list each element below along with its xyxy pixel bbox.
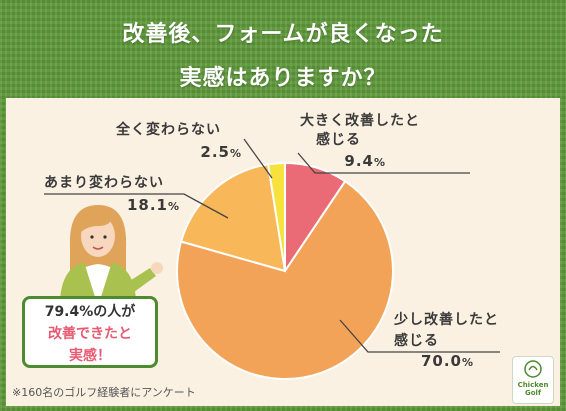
value-little-change-number: 18.1 (126, 196, 168, 214)
leader-line-little-change (44, 193, 229, 219)
value-big-improve-number: 9.4 (344, 152, 374, 170)
label-big-improve-line2: 感じる (316, 132, 361, 148)
value-no-change: 2.5% (150, 143, 242, 163)
person-illustration (60, 205, 163, 300)
slice-little-change (179, 163, 287, 273)
value-big-improve: 9.4% (300, 152, 386, 172)
callout-line-2: 改善できたと (48, 326, 132, 342)
label-big-improve-line1: 大きく改善したと (300, 113, 420, 129)
leader-line-small-improve (339, 319, 500, 353)
label-no-change-line1: 全く変わらない (116, 122, 221, 138)
logo-line-2: Golf (525, 389, 541, 397)
value-big-improve-unit: % (373, 156, 386, 169)
value-small-improve-number: 70.0 (420, 352, 462, 370)
value-no-change-number: 2.5 (200, 143, 230, 161)
person-hand (151, 262, 163, 274)
label-small-improve-line1: 少し改善したと (394, 312, 499, 328)
survey-footnote: ※160名のゴルフ経験者にアンケート (12, 386, 196, 399)
logo-line-1: Chicken (517, 381, 549, 389)
label-small-improve-line2: 感じる (394, 333, 439, 349)
value-small-improve-unit: % (461, 356, 474, 369)
person-smile (92, 246, 104, 250)
summary-callout: 79.4%の人が 改善できたと 実感！ (22, 296, 158, 368)
slice-no-change (266, 161, 286, 272)
person-jacket-right (100, 262, 136, 300)
leader-line-big-improve (297, 152, 470, 174)
person-arm (128, 268, 156, 292)
slice-small-improve (176, 179, 394, 380)
chart-title-line-1: 改善後、フォームが良くなった (122, 22, 444, 47)
value-no-change-unit: % (229, 147, 242, 160)
leader-line-no-change (243, 138, 273, 179)
person-eye-left (90, 235, 94, 239)
value-little-change-unit: % (167, 200, 180, 213)
value-little-change: 18.1% (100, 196, 180, 216)
callout-line-3: 実感！ (69, 348, 111, 364)
chart-title-line-2: 実感はありますか？ (179, 66, 387, 91)
person-eye-right (103, 235, 107, 239)
chicken-golf-logo: Chicken Golf (512, 356, 554, 404)
logo-mark-icon (524, 360, 542, 378)
label-little-change-line1: あまり変わらない (44, 175, 164, 191)
value-small-improve: 70.0% (380, 352, 474, 372)
person-bangs (81, 214, 112, 232)
person-jacket-left (60, 262, 96, 300)
callout-line-1: 79.4%の人が (44, 304, 136, 320)
